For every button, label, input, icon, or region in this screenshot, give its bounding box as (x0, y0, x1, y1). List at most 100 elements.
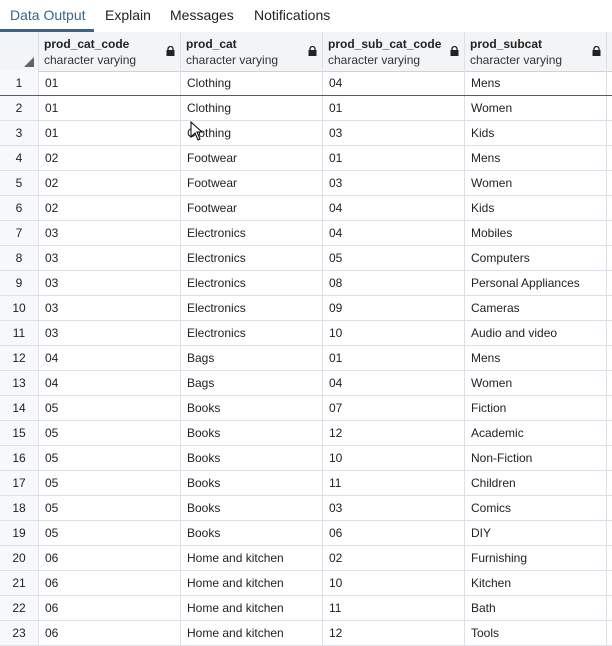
table-cell[interactable]: 10 (323, 571, 465, 595)
table-cell[interactable]: 04 (323, 371, 465, 395)
table-cell[interactable]: 01 (39, 71, 181, 95)
table-cell[interactable]: Kids (465, 196, 607, 220)
table-cell[interactable]: 11 (323, 471, 465, 495)
table-cell[interactable]: 10 (323, 446, 465, 470)
table-row[interactable]: 5 02 Footwear 03 Women (0, 171, 612, 196)
table-cell[interactable]: 05 (39, 421, 181, 445)
column-header-prod-subcat[interactable]: prod_subcat character varying (465, 32, 607, 71)
table-cell[interactable]: 04 (323, 221, 465, 245)
table-row[interactable]: 3 01 Clothing 03 Kids (0, 121, 612, 146)
table-cell[interactable]: 11 (323, 596, 465, 620)
table-cell[interactable]: Non-Fiction (465, 446, 607, 470)
table-cell[interactable]: Mens (465, 346, 607, 370)
table-cell[interactable]: Fiction (465, 396, 607, 420)
table-cell[interactable]: Mobiles (465, 221, 607, 245)
table-cell[interactable]: 05 (39, 521, 181, 545)
table-cell[interactable]: 05 (323, 246, 465, 270)
table-row[interactable]: 1 01 Clothing 04 Mens (0, 71, 612, 96)
table-cell[interactable]: 02 (39, 196, 181, 220)
table-cell[interactable]: 05 (39, 471, 181, 495)
table-cell[interactable]: Home and kitchen (181, 621, 323, 645)
table-row[interactable]: 11 03 Electronics 10 Audio and video (0, 321, 612, 346)
table-cell[interactable]: Clothing (181, 71, 323, 95)
table-cell[interactable]: Kids (465, 121, 607, 145)
select-all-cell[interactable] (0, 32, 39, 71)
table-cell[interactable]: 03 (323, 171, 465, 195)
table-cell[interactable]: DIY (465, 521, 607, 545)
table-cell[interactable]: 05 (39, 396, 181, 420)
table-row[interactable]: 18 05 Books 03 Comics (0, 496, 612, 521)
table-cell[interactable]: 03 (323, 496, 465, 520)
table-cell[interactable]: Bath (465, 596, 607, 620)
column-header-prod-cat[interactable]: prod_cat character varying (181, 32, 323, 71)
table-cell[interactable]: Electronics (181, 271, 323, 295)
table-cell[interactable]: Clothing (181, 96, 323, 120)
table-cell[interactable]: Furnishing (465, 546, 607, 570)
table-cell[interactable]: Electronics (181, 296, 323, 320)
table-cell[interactable]: 06 (39, 571, 181, 595)
table-cell[interactable]: Women (465, 171, 607, 195)
table-cell[interactable]: 10 (323, 321, 465, 345)
table-row[interactable]: 9 03 Electronics 08 Personal Appliances (0, 271, 612, 296)
table-cell[interactable]: Electronics (181, 321, 323, 345)
table-row[interactable]: 15 05 Books 12 Academic (0, 421, 612, 446)
table-cell[interactable]: 08 (323, 271, 465, 295)
table-cell[interactable]: Bags (181, 346, 323, 370)
table-cell[interactable]: Academic (465, 421, 607, 445)
table-cell[interactable]: Audio and video (465, 321, 607, 345)
table-cell[interactable]: Home and kitchen (181, 571, 323, 595)
table-row[interactable]: 23 06 Home and kitchen 12 Tools (0, 621, 612, 646)
table-cell[interactable]: Footwear (181, 146, 323, 170)
table-cell[interactable]: Personal Appliances (465, 271, 607, 295)
table-cell[interactable]: 06 (39, 546, 181, 570)
table-cell[interactable]: Tools (465, 621, 607, 645)
table-cell[interactable]: Books (181, 446, 323, 470)
table-row[interactable]: 22 06 Home and kitchen 11 Bath (0, 596, 612, 621)
table-cell[interactable]: 05 (39, 496, 181, 520)
table-cell[interactable]: Home and kitchen (181, 596, 323, 620)
table-row[interactable]: 21 06 Home and kitchen 10 Kitchen (0, 571, 612, 596)
table-cell[interactable]: Books (181, 396, 323, 420)
table-row[interactable]: 12 04 Bags 01 Mens (0, 346, 612, 371)
table-cell[interactable]: 02 (39, 171, 181, 195)
table-row[interactable]: 16 05 Books 10 Non-Fiction (0, 446, 612, 471)
table-cell[interactable]: 04 (323, 196, 465, 220)
table-cell[interactable]: 07 (323, 396, 465, 420)
table-cell[interactable]: 06 (323, 521, 465, 545)
table-cell[interactable]: Books (181, 521, 323, 545)
table-cell[interactable]: Electronics (181, 221, 323, 245)
tab-messages[interactable]: Messages (170, 7, 234, 23)
table-cell[interactable]: 09 (323, 296, 465, 320)
table-row[interactable]: 14 05 Books 07 Fiction (0, 396, 612, 421)
table-row[interactable]: 20 06 Home and kitchen 02 Furnishing (0, 546, 612, 571)
tab-explain[interactable]: Explain (105, 7, 151, 23)
table-cell[interactable]: Electronics (181, 246, 323, 270)
table-cell[interactable]: Comics (465, 496, 607, 520)
table-cell[interactable]: Footwear (181, 196, 323, 220)
table-cell[interactable]: Footwear (181, 171, 323, 195)
table-cell[interactable]: 03 (39, 271, 181, 295)
table-row[interactable]: 8 03 Electronics 05 Computers (0, 246, 612, 271)
table-row[interactable]: 6 02 Footwear 04 Kids (0, 196, 612, 221)
table-cell[interactable]: Books (181, 496, 323, 520)
table-cell[interactable]: 03 (39, 296, 181, 320)
table-cell[interactable]: Children (465, 471, 607, 495)
table-cell[interactable]: Books (181, 421, 323, 445)
table-row[interactable]: 7 03 Electronics 04 Mobiles (0, 221, 612, 246)
table-cell[interactable]: Kitchen (465, 571, 607, 595)
table-cell[interactable]: 01 (39, 121, 181, 145)
table-cell[interactable]: 01 (323, 346, 465, 370)
table-row[interactable]: 13 04 Bags 04 Women (0, 371, 612, 396)
table-row[interactable]: 4 02 Footwear 01 Mens (0, 146, 612, 171)
table-cell[interactable]: Mens (465, 71, 607, 95)
tab-notifications[interactable]: Notifications (254, 7, 331, 23)
table-row[interactable]: 10 03 Electronics 09 Cameras (0, 296, 612, 321)
table-cell[interactable]: 01 (323, 146, 465, 170)
table-cell[interactable]: Women (465, 371, 607, 395)
table-cell[interactable]: 04 (323, 71, 465, 95)
table-cell[interactable]: 06 (39, 621, 181, 645)
table-cell[interactable]: 04 (39, 346, 181, 370)
table-cell[interactable]: Mens (465, 146, 607, 170)
table-cell[interactable]: 03 (39, 246, 181, 270)
table-cell[interactable]: Cameras (465, 296, 607, 320)
